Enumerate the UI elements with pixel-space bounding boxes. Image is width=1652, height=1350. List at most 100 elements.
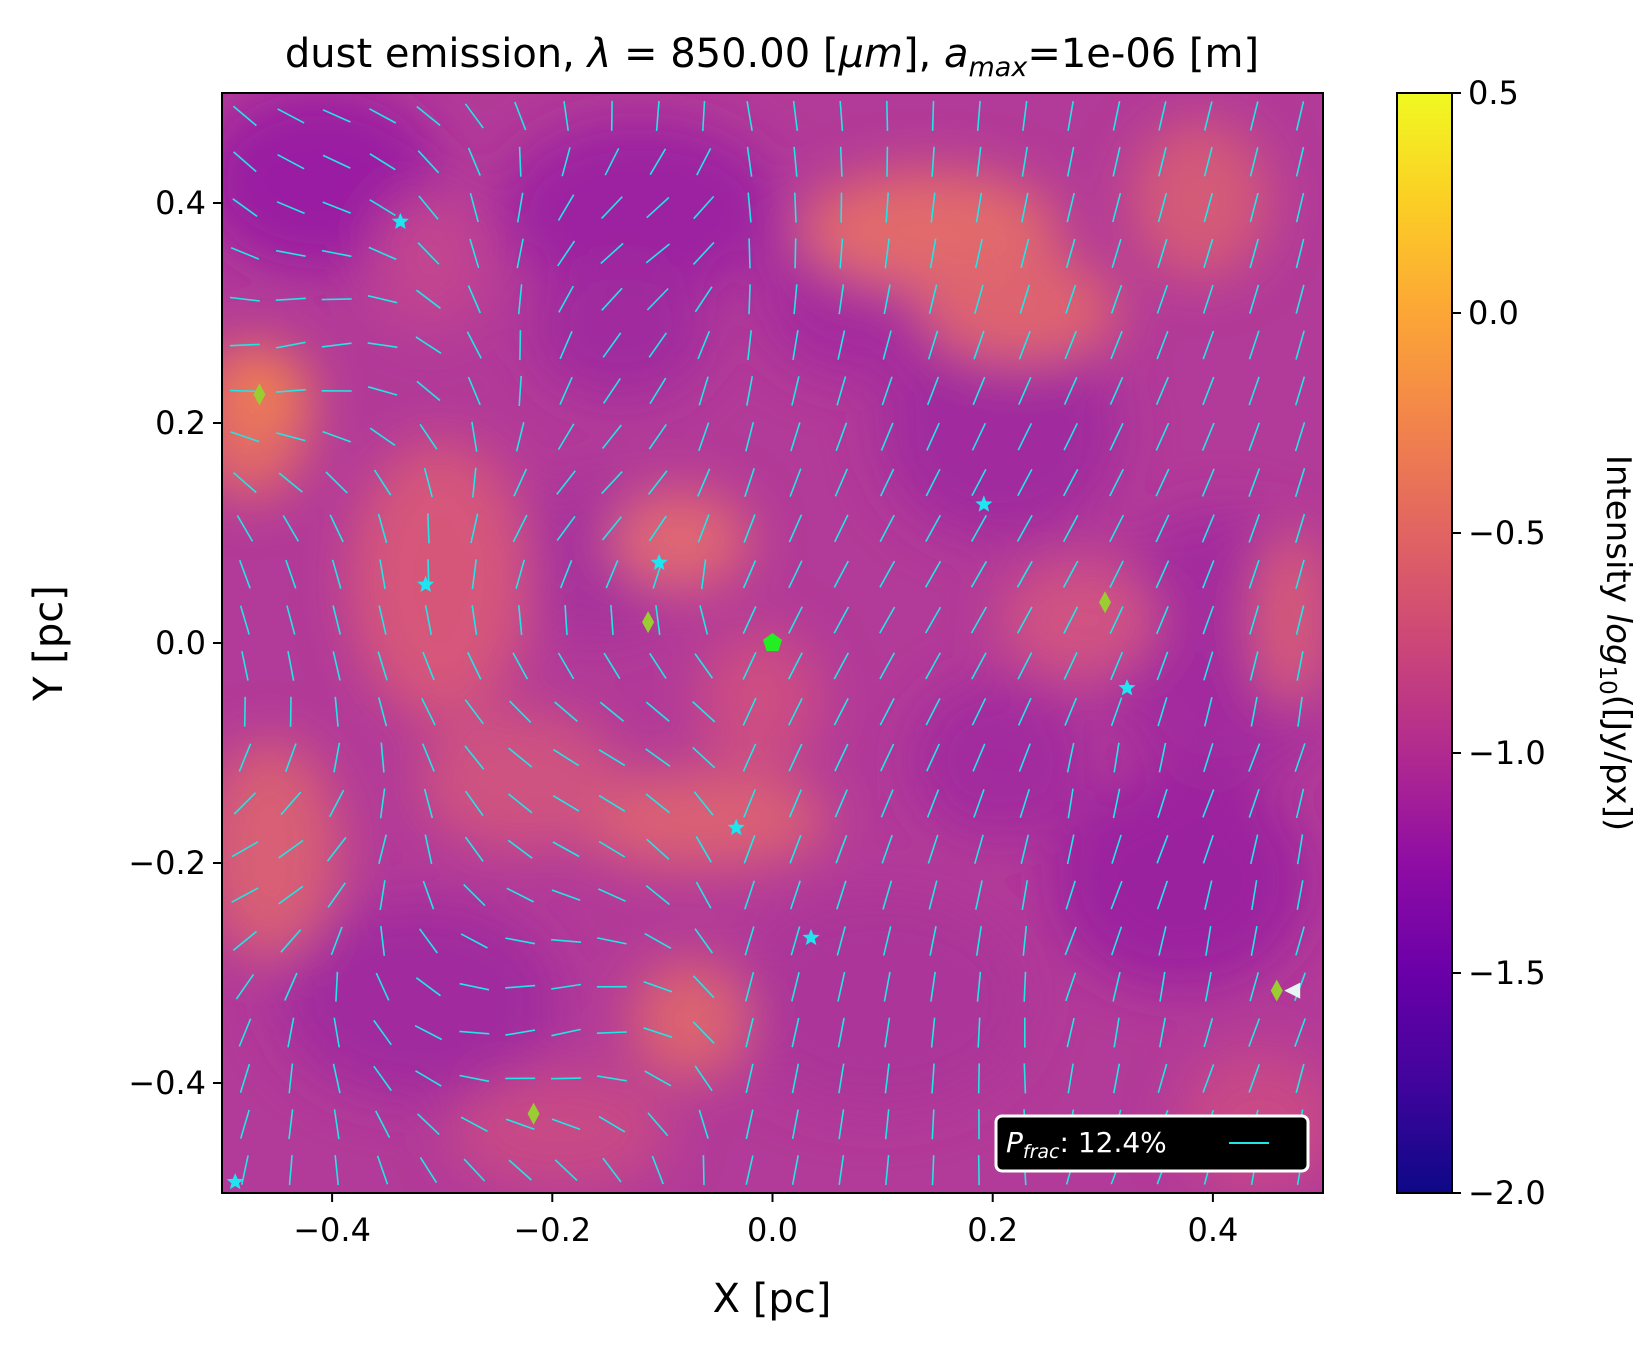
polarization-vector: [1065, 284, 1077, 314]
polarization-vector: [1155, 376, 1170, 406]
polarization-vector: [551, 983, 582, 990]
polarization-vector: [1294, 422, 1306, 452]
polarization-vector: [970, 606, 987, 634]
polarization-vector: [505, 1118, 535, 1131]
polarization-vector: [745, 1017, 754, 1048]
polarization-vector: [552, 841, 580, 858]
polarization-vector: [974, 834, 984, 864]
polarization-vector: [515, 559, 526, 589]
polarization-vector: [879, 560, 896, 588]
polarization-vector: [469, 238, 480, 269]
colorbar-tick-label: −1.5: [1468, 954, 1546, 992]
polarization-vector: [925, 468, 941, 497]
polarization-vector: [1203, 1017, 1214, 1048]
polarization-vector: [692, 241, 715, 265]
polarization-vector: [1202, 330, 1215, 360]
polarization-vector: [1295, 284, 1305, 314]
polarization-vector: [276, 432, 306, 442]
polarization-vector: [1065, 238, 1076, 269]
polarization-vector: [333, 1017, 340, 1048]
polarization-vector: [1016, 514, 1033, 542]
polarization-vector: [276, 201, 305, 215]
triangle-marker: [1284, 982, 1301, 999]
polarization-vector: [787, 652, 803, 680]
polarization-vector: [238, 559, 251, 589]
polarization-vector: [278, 885, 304, 905]
polarization-vector: [1017, 697, 1032, 726]
polarization-vector: [748, 238, 751, 269]
colorbar-tick-label: −1.0: [1468, 734, 1546, 772]
polarization-vector: [643, 980, 673, 993]
polarization-vector: [377, 651, 388, 681]
polarization-vector: [925, 698, 941, 726]
polarization-vector: [464, 103, 484, 129]
polarization-vector: [288, 1155, 293, 1186]
polarization-vector: [332, 1063, 341, 1094]
polarization-vector: [745, 422, 755, 452]
diamond-marker: [1270, 979, 1283, 1002]
polarization-vector: [702, 1155, 705, 1186]
polarization-vector: [1111, 834, 1122, 864]
polarization-vector: [646, 196, 670, 219]
polarization-vector: [692, 746, 716, 769]
polarization-vector: [459, 982, 490, 991]
polarization-vector: [930, 1017, 936, 1048]
polarization-vector: [793, 146, 798, 177]
polarization-vector: [1111, 238, 1122, 269]
polarization-vector: [275, 297, 306, 301]
polarization-vector: [464, 790, 484, 817]
polarization-vector: [508, 747, 533, 768]
polarization-vector: [833, 652, 850, 680]
polarization-vector: [648, 423, 667, 450]
polarization-vector: [557, 240, 576, 267]
polarization-vector: [1203, 743, 1214, 773]
polarization-vector: [744, 468, 755, 498]
polarization-vector: [926, 789, 940, 818]
polarization-vector: [507, 793, 533, 814]
polarization-vector: [835, 834, 848, 864]
colorbar-label: Intensity log10([Jy/px]): [1594, 455, 1638, 831]
polarization-vector: [231, 887, 259, 903]
polarization-vector: [744, 926, 755, 956]
source-markers: [226, 212, 1301, 1190]
polarization-vector: [651, 1155, 664, 1185]
polarization-vector: [646, 838, 670, 860]
polarization-vector: [1019, 284, 1031, 314]
polarization-vector: [334, 696, 339, 727]
polarization-vector: [747, 330, 752, 361]
polarization-vector: [698, 422, 710, 452]
polarization-vector: [834, 789, 848, 818]
polarization-vector: [791, 1063, 800, 1094]
polarization-vector: [1204, 880, 1213, 910]
polarization-vector: [645, 884, 671, 906]
polarization-vector: [1156, 284, 1169, 314]
polarization-vector: [698, 376, 709, 406]
polarization-vector: [467, 376, 481, 406]
polarization-vector: [1205, 925, 1212, 956]
polarization-vector: [333, 1109, 340, 1140]
legend-label: Pfrac: 12.4%: [1006, 1126, 1167, 1163]
x-axis-label: X [pc]: [713, 1276, 832, 1322]
polarization-vector: [329, 514, 344, 543]
polarization-vector: [931, 146, 935, 177]
polarization-vector: [975, 192, 983, 223]
polarization-vector: [378, 834, 387, 864]
polarization-vector: [601, 287, 623, 311]
polarization-vector: [747, 192, 752, 223]
polarization-vector: [886, 100, 889, 131]
polarization-vector: [1155, 468, 1170, 497]
polarization-vector: [973, 330, 985, 360]
polarization-vector: [1295, 926, 1305, 956]
polarization-vector: [322, 109, 351, 123]
polarization-vector: [884, 1017, 891, 1048]
polarization-vector: [238, 1018, 252, 1047]
polarization-vector: [885, 1155, 890, 1186]
polarization-vector: [1067, 788, 1074, 819]
polarization-vector: [600, 242, 624, 265]
y-axis-label: Y [pc]: [26, 585, 72, 702]
polarization-vector: [322, 154, 351, 169]
polarization-vector: [322, 430, 352, 443]
polarization-vector: [596, 1075, 627, 1082]
star-marker: [1118, 679, 1136, 696]
